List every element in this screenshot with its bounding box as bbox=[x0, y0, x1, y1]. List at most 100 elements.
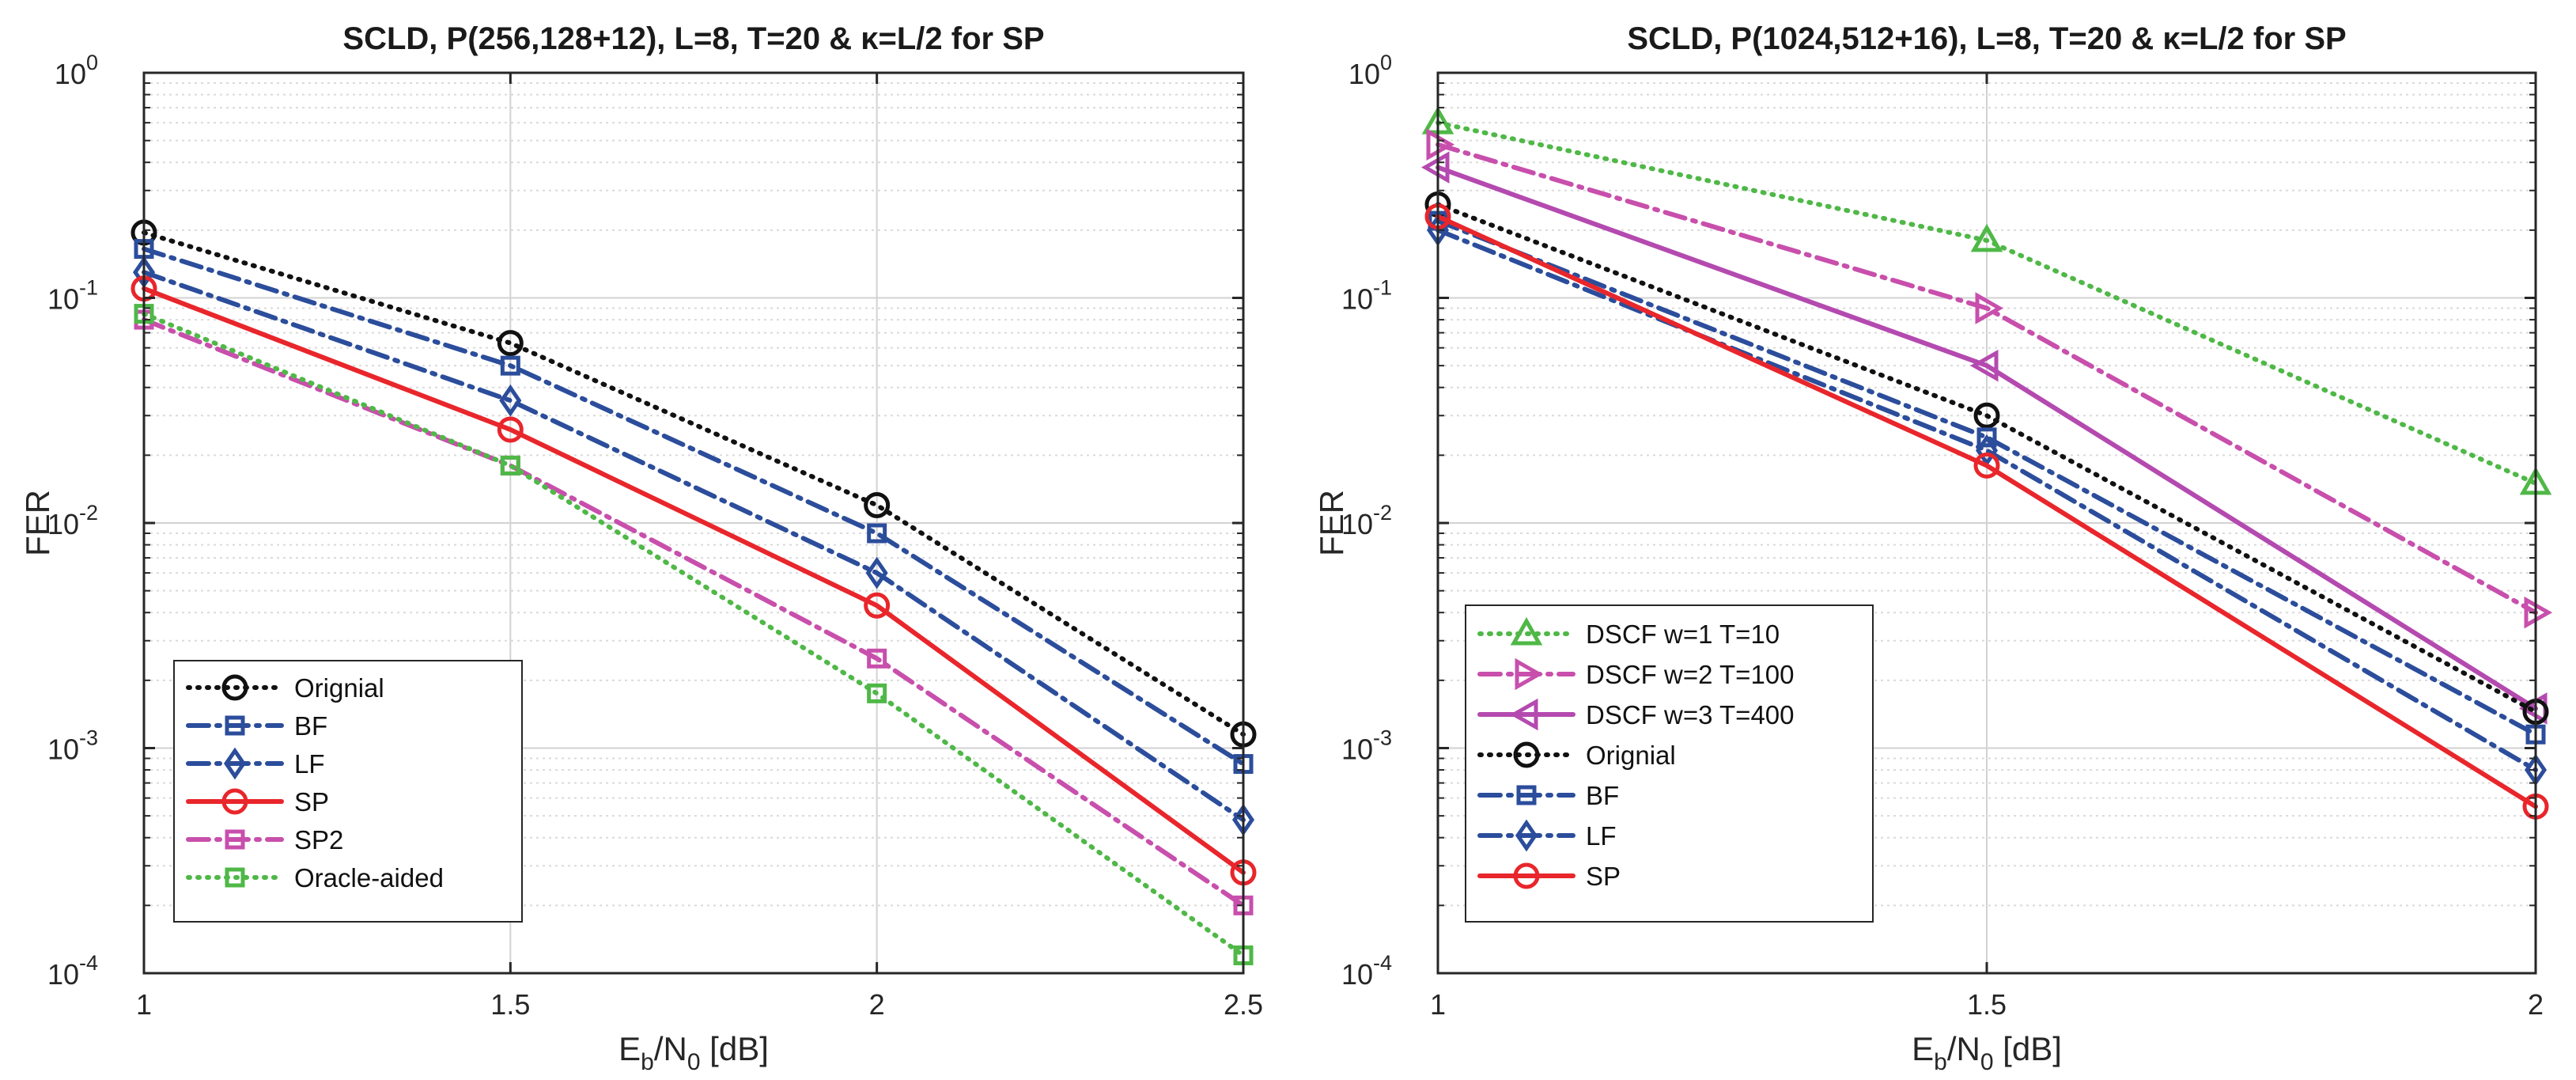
data-point bbox=[500, 355, 520, 376]
legend-label: SP2 bbox=[294, 825, 343, 855]
chart-right: 1 1.5 2 10-4 10-3 10-2 10-1 100 SCLD, P(1024,512… bbox=[1313, 21, 2553, 1075]
data-point bbox=[1970, 223, 2003, 252]
legend-marker bbox=[221, 674, 248, 701]
y-tick-label: 10-1 bbox=[1341, 276, 1392, 316]
x-tick-label: 1 bbox=[1430, 988, 1446, 1021]
legend-item: DSCF w=1 T=10 bbox=[1477, 616, 1780, 649]
x-axis-label: Eb/N0 [dB] bbox=[1912, 1030, 2062, 1075]
legend-item: BF bbox=[186, 711, 327, 741]
data-point bbox=[1976, 427, 1997, 448]
legend-marker bbox=[1515, 819, 1538, 852]
legend-item: DSCF w=3 T=400 bbox=[1477, 698, 1795, 731]
legend: Orignial BF LF SP SP2 Oracle-aided bbox=[173, 660, 523, 923]
y-tick-label: 100 bbox=[1349, 51, 1392, 90]
data-point bbox=[867, 523, 887, 544]
data-point bbox=[1973, 402, 2000, 429]
y-axis-label: FER bbox=[19, 490, 56, 556]
legend-label: DSCF w=1 T=10 bbox=[1586, 620, 1780, 649]
ticks: 1 1.5 2 2.5 10-4 10-3 10-2 10-1 100 bbox=[47, 51, 1263, 1021]
legend-label: LF bbox=[1586, 821, 1617, 851]
series-oracle-aided bbox=[134, 304, 1254, 965]
data-point bbox=[499, 384, 522, 417]
x-tick-label: 2.5 bbox=[1224, 988, 1263, 1021]
data-point bbox=[865, 556, 888, 589]
legend-item: Orignial bbox=[1477, 741, 1676, 770]
y-tick-label: 10-2 bbox=[1341, 501, 1392, 540]
legend-label: DSCF w=3 T=400 bbox=[1586, 700, 1795, 729]
legend-marker bbox=[1513, 741, 1540, 768]
series-group bbox=[131, 219, 1257, 965]
chart-title: SCLD, P(1024,512+16), L=8, T=20 & κ=L/2 … bbox=[1627, 21, 2346, 56]
x-tick-label: 2 bbox=[869, 988, 885, 1021]
series-line bbox=[1436, 227, 2538, 773]
legend-item: SP bbox=[1477, 862, 1621, 891]
legend-marker bbox=[225, 829, 245, 850]
data-point bbox=[497, 416, 524, 443]
legend-item: LF bbox=[186, 747, 325, 780]
series-line bbox=[1436, 218, 2538, 737]
legend-marker bbox=[1515, 657, 1544, 691]
series-group bbox=[1420, 106, 2553, 820]
legend-label: LF bbox=[294, 749, 325, 779]
series-line bbox=[1436, 165, 2538, 711]
data-point bbox=[867, 683, 887, 703]
legend-item: SP2 bbox=[186, 825, 343, 855]
legend-label: Orignial bbox=[294, 673, 384, 703]
series-line bbox=[142, 311, 1246, 958]
legend-item: BF bbox=[1477, 781, 1619, 810]
x-axis-label: Eb/N0 [dB] bbox=[618, 1030, 769, 1075]
data-point bbox=[1973, 452, 2000, 479]
y-tick-label: 10-4 bbox=[47, 951, 98, 991]
data-point bbox=[500, 455, 520, 476]
data-point bbox=[1975, 292, 2004, 324]
data-point bbox=[1969, 349, 1999, 382]
series-line bbox=[142, 230, 1246, 737]
legend-label: Oracle-aided bbox=[294, 863, 444, 892]
series-line bbox=[142, 246, 1246, 767]
x-tick-label: 1 bbox=[136, 988, 152, 1021]
legend-marker bbox=[1513, 862, 1540, 889]
legend-marker bbox=[1510, 616, 1543, 646]
legend: DSCF w=1 T=10 DSCF w=2 T=100 DSCF w=3 T=40… bbox=[1465, 604, 1874, 923]
series-line bbox=[1436, 120, 2538, 486]
data-point bbox=[864, 592, 891, 619]
legend-label: BF bbox=[1586, 781, 1619, 810]
series-dscf-w-2-t-100 bbox=[1426, 128, 2553, 629]
chart-title: SCLD, P(256,128+12), L=8, T=20 & κ=L/2 f… bbox=[342, 21, 1044, 56]
legend-label: SP bbox=[1586, 862, 1621, 891]
legend-marker bbox=[1509, 698, 1538, 731]
x-tick-label: 2 bbox=[2528, 988, 2544, 1021]
data-point bbox=[2524, 596, 2553, 629]
chart-left: 1 1.5 2 2.5 10-4 10-3 10-2 10-1 100 SCLD, P(256,1… bbox=[19, 21, 1263, 1075]
legend-marker bbox=[221, 788, 248, 815]
data-point bbox=[1420, 151, 1450, 184]
legend-label: BF bbox=[294, 711, 327, 741]
legend-label: SP bbox=[294, 787, 329, 817]
data-point bbox=[1426, 128, 1455, 161]
y-tick-label: 10-3 bbox=[47, 726, 98, 766]
series-line bbox=[142, 317, 1246, 908]
series-line bbox=[1436, 214, 2538, 809]
y-axis-label: FER bbox=[1313, 490, 1350, 556]
legend-item: Oracle-aided bbox=[186, 863, 444, 892]
legend-label: Orignial bbox=[1586, 741, 1676, 770]
x-tick-label: 1.5 bbox=[490, 988, 530, 1021]
legend-marker bbox=[223, 747, 247, 780]
series-line bbox=[1436, 202, 2538, 714]
series-line bbox=[1436, 142, 2538, 616]
series-line bbox=[142, 286, 1246, 875]
legend-item: SP bbox=[186, 787, 329, 817]
legend-item: LF bbox=[1477, 819, 1617, 852]
legend-marker bbox=[1516, 785, 1537, 805]
data-point bbox=[867, 648, 887, 669]
data-point bbox=[497, 330, 524, 357]
legend-item: Orignial bbox=[186, 673, 384, 703]
y-tick-label: 10-1 bbox=[47, 276, 98, 316]
y-tick-label: 10-4 bbox=[1341, 951, 1392, 991]
data-point bbox=[864, 491, 891, 518]
y-tick-label: 10-3 bbox=[1341, 726, 1392, 766]
legend-marker bbox=[225, 867, 245, 888]
legend-marker bbox=[225, 715, 245, 736]
